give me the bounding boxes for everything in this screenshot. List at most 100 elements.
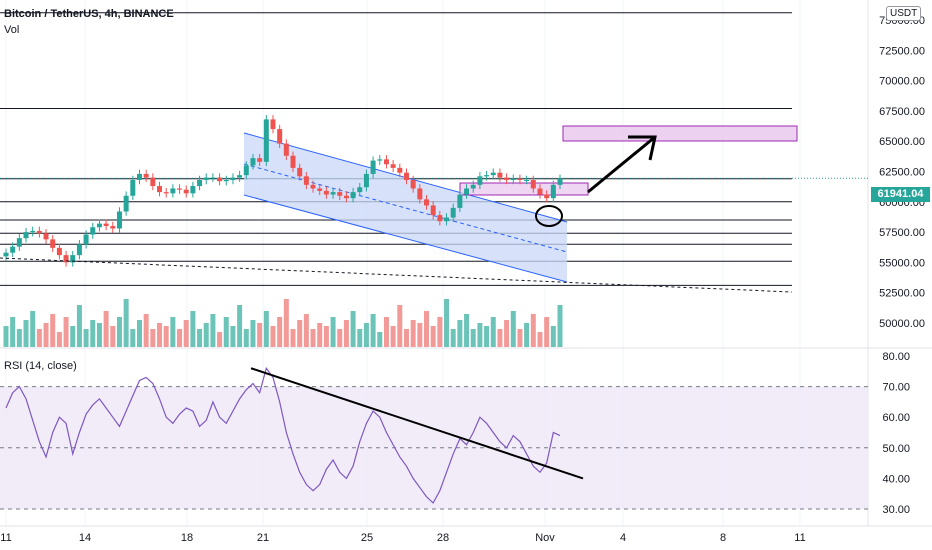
rsi-label[interactable]: RSI (14, close): [4, 360, 77, 372]
candle-body: [317, 188, 323, 191]
candle-body: [524, 179, 530, 181]
candle-body: [16, 238, 22, 247]
volume-bar: [437, 317, 443, 347]
volume-bar: [397, 305, 403, 347]
candle-body: [410, 179, 416, 189]
candle-body: [203, 177, 209, 180]
rsi-tick-label: 50.00: [882, 443, 910, 455]
volume-bar: [337, 329, 343, 347]
candle-body: [197, 179, 203, 187]
volume-bar: [203, 323, 209, 347]
candle-body: [283, 143, 289, 156]
dashed-trendline: [0, 257, 793, 293]
volume-bar: [3, 326, 9, 347]
candle-body: [23, 232, 29, 239]
volume-bar: [323, 326, 329, 347]
candle-body: [263, 119, 269, 162]
symbol-title[interactable]: Bitcoin / TetherUS, 4h, BINANCE: [4, 8, 174, 20]
candle-body: [3, 252, 9, 257]
candle-body: [116, 211, 122, 229]
candle-body: [417, 188, 423, 200]
candle-body: [403, 172, 409, 180]
candle-body: [330, 192, 336, 195]
candle-body: [190, 186, 196, 194]
price-axis[interactable]: 75000.0072500.0070000.0067500.0065000.00…: [879, 15, 925, 516]
resistance-box: [459, 182, 589, 196]
candle-body: [510, 178, 516, 180]
time-axis[interactable]: 11 14 18 21 25 28 Nov 4 8 11: [0, 525, 932, 544]
volume-bar: [103, 311, 109, 347]
time-tick-label: 14: [79, 532, 91, 544]
rsi-tick-label: 60.00: [882, 412, 910, 424]
candle-body: [484, 175, 490, 177]
candle-body: [123, 195, 129, 212]
candle-body: [43, 233, 49, 240]
volume-bar: [197, 329, 203, 347]
volume-bar: [457, 320, 463, 347]
volume-bar: [76, 305, 82, 347]
candle-body: [83, 234, 89, 245]
volume-bar: [157, 323, 163, 347]
candle-body: [464, 188, 470, 195]
candle-body: [30, 230, 36, 233]
candle-body: [557, 178, 563, 185]
currency-button[interactable]: USDT: [886, 6, 922, 21]
candle-body: [424, 199, 430, 206]
rsi-tick-label: 70.00: [882, 382, 910, 394]
volume-bar: [377, 332, 383, 347]
candle-body: [257, 158, 263, 162]
volume-bar: [343, 320, 349, 347]
volume-bar: [217, 332, 223, 347]
volume-bar: [410, 320, 416, 347]
channel-lower-line: [243, 194, 568, 283]
candle-body: [450, 207, 456, 218]
candle-body: [76, 244, 82, 256]
candle-body: [383, 159, 389, 165]
candle-body: [377, 159, 383, 161]
candle-body: [130, 179, 136, 196]
descending-channel[interactable]: [243, 132, 568, 283]
candle-body: [517, 178, 523, 180]
candle-body: [363, 173, 369, 188]
candle-body: [183, 189, 189, 194]
drawing-boxes[interactable]: [459, 125, 798, 196]
candle-body: [150, 177, 156, 187]
volume-bar: [257, 323, 263, 347]
volume-bar: [350, 311, 356, 347]
price-tick-label: 55000.00: [879, 257, 925, 269]
candle-body: [223, 179, 229, 182]
volume-bar: [297, 320, 303, 347]
volume-bar: [237, 305, 243, 347]
volume-bar: [417, 323, 423, 347]
candle-body: [230, 177, 236, 180]
rsi-tick-label: 40.00: [882, 473, 910, 485]
candle-body: [323, 190, 329, 195]
price-tick-label: 70000.00: [879, 76, 925, 88]
volume-bar: [490, 317, 496, 347]
candle-body: [110, 226, 116, 229]
candle-body: [370, 160, 376, 174]
volume-bar: [330, 317, 336, 347]
arrow-head: [628, 135, 657, 161]
candle-body: [96, 223, 102, 228]
candlesticks: [3, 115, 563, 267]
volume-bar: [43, 323, 49, 347]
candle-body: [357, 187, 363, 193]
rsi-tick-label: 30.00: [882, 504, 910, 516]
drawings[interactable]: [0, 135, 793, 293]
volume-label[interactable]: Vol: [4, 24, 20, 36]
arrow-shaft: [587, 135, 656, 194]
volume-bar: [270, 326, 276, 347]
volume-bars: [3, 299, 563, 347]
volume-bar: [303, 314, 309, 347]
candle-body: [470, 184, 476, 189]
candle-body: [303, 176, 309, 185]
volume-bar: [243, 329, 249, 347]
volume-bar: [430, 326, 436, 347]
volume-bar: [277, 317, 283, 347]
candle-body: [390, 164, 396, 168]
candle-body: [136, 173, 142, 180]
volume-bar: [116, 317, 122, 347]
time-tick-label: 4: [620, 532, 626, 544]
